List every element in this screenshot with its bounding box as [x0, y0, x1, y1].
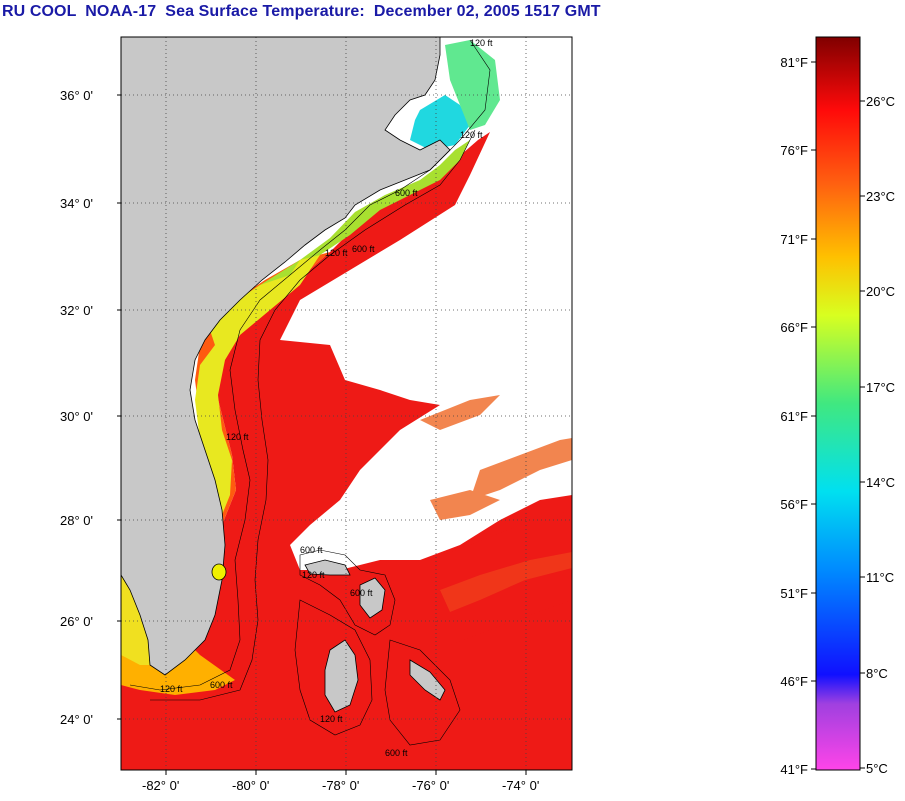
lon-label: -74° 0'	[502, 778, 539, 793]
lat-label: 24° 0'	[60, 712, 93, 727]
contour-label: 120 ft	[226, 432, 249, 442]
lat-label: 26° 0'	[60, 614, 93, 629]
colorbar-celsius-label: 17°C	[866, 380, 895, 395]
colorbar-celsius-label: 5°C	[866, 761, 888, 776]
colorbar-fahrenheit-label: 61°F	[780, 409, 808, 424]
colorbar: 81°F 76°F 71°F 66°F 61°F 56°F 51°F 46°F …	[780, 36, 895, 777]
lat-label: 34° 0'	[60, 196, 93, 211]
lon-label: -76° 0'	[412, 778, 449, 793]
contour-label: 120 ft	[470, 38, 493, 48]
contour-label: 600 ft	[350, 588, 373, 598]
andros-island	[324, 639, 359, 713]
colorbar-celsius-label: 11°C	[866, 570, 894, 585]
contour-label: 600 ft	[385, 748, 408, 758]
contour-label: 120 ft	[302, 570, 325, 580]
colorbar-celsius-label: 14°C	[866, 475, 895, 490]
lat-label: 30° 0'	[60, 409, 93, 424]
abaco-island	[359, 577, 386, 619]
colorbar-fahrenheit-label: 51°F	[780, 586, 808, 601]
warm-water-streak	[440, 552, 572, 612]
colorbar-fahrenheit-label: 41°F	[780, 762, 808, 777]
bathymetry-contours	[129, 39, 491, 746]
shelf-water-green	[210, 140, 470, 345]
colorbar-fahrenheit-label: 71°F	[780, 232, 808, 247]
lake-okeechobee	[211, 563, 227, 581]
lon-label: -80° 0'	[232, 778, 269, 793]
lon-label: -82° 0'	[142, 778, 179, 793]
contour-label: 120 ft	[160, 684, 183, 694]
contour-label: 120 ft	[325, 248, 348, 258]
colorbar-gradient	[815, 36, 861, 771]
contour-label-group: 120 ft 120 ft 600 ft 120 ft 600 ft 120 f…	[160, 38, 493, 758]
longitude-labels: -82° 0' -80° 0' -78° 0' -76° 0' -74° 0'	[142, 778, 539, 793]
shelf-water-teal	[445, 40, 500, 130]
colorbar-celsius-label: 26°C	[866, 94, 895, 109]
colorbar-fahrenheit-label: 56°F	[780, 497, 808, 512]
colorbar-celsius-label: 8°C	[866, 666, 888, 681]
contour-label: 600 ft	[300, 545, 323, 555]
colorbar-fahrenheit-label: 76°F	[780, 143, 808, 158]
shelf-water-yellow	[185, 255, 320, 560]
colorbar-fahrenheit-label: 46°F	[780, 674, 808, 689]
land-mainland	[121, 37, 451, 676]
lat-label: 36° 0'	[60, 88, 93, 103]
contour-label: 600 ft	[395, 188, 418, 198]
lon-label: -78° 0'	[322, 778, 359, 793]
shelf-water-cyan	[410, 95, 470, 150]
contour-label: 120 ft	[320, 714, 343, 724]
map-title: RU COOL NOAA-17 Sea Surface Temperature:…	[2, 3, 601, 20]
axis-ticks	[117, 94, 527, 775]
grand-bahama-island	[304, 559, 351, 576]
lat-label: 28° 0'	[60, 513, 93, 528]
orange-patches	[420, 395, 572, 520]
latitude-labels: 36° 0' 34° 0' 32° 0' 30° 0' 28° 0' 26° 0…	[60, 88, 93, 727]
colorbar-fahrenheit-label: 81°F	[780, 55, 808, 70]
lat-label: 32° 0'	[60, 303, 93, 318]
colorbar-fahrenheit-label: 66°F	[780, 320, 808, 335]
contour-label: 600 ft	[210, 680, 233, 690]
colorbar-celsius-label: 23°C	[866, 189, 895, 204]
map-panel: 120 ft 120 ft 600 ft 120 ft 600 ft 120 f…	[121, 37, 572, 770]
contour-label: 120 ft	[460, 130, 483, 140]
contour-label: 600 ft	[352, 244, 375, 254]
colorbar-celsius-label: 20°C	[866, 284, 895, 299]
